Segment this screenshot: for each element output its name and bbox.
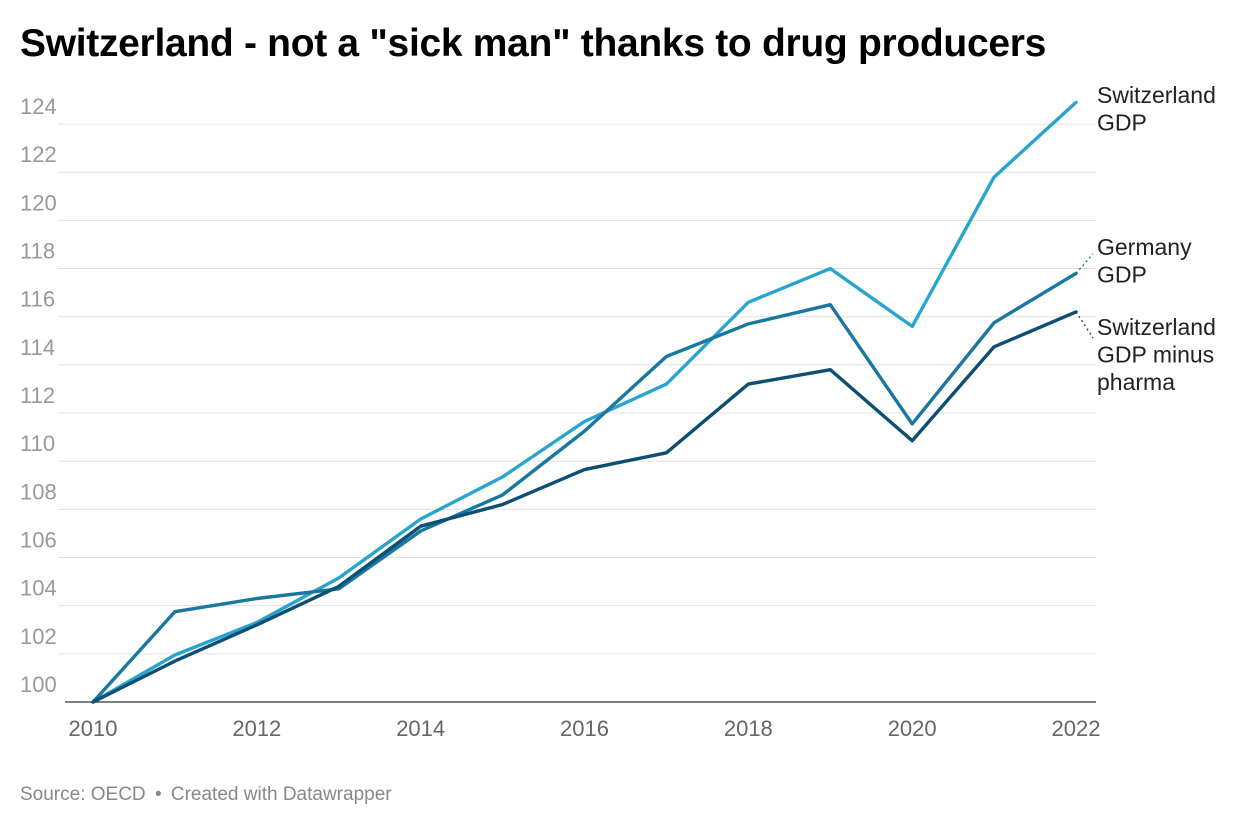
x-tick-label: 2016 [560, 716, 609, 741]
y-tick-label: 108 [20, 479, 57, 504]
chart-title: Switzerland - not a "sick man" thanks to… [20, 22, 1046, 65]
y-tick-label: 102 [20, 624, 57, 649]
series-label: Germany [1097, 234, 1192, 260]
gridlines [58, 123, 1096, 703]
x-axis-ticks: 2010 2012 2014 2016 2018 2020 2022 [69, 716, 1101, 741]
y-tick-label: 116 [20, 287, 55, 312]
y-tick-label: 124 [20, 94, 57, 119]
series-line-switzerland-gdp [91, 100, 1078, 704]
x-tick-label: 2010 [69, 716, 118, 741]
series-label: GDP minus [1097, 342, 1214, 368]
source-text: Source: OECD [20, 784, 146, 805]
series-lines [91, 100, 1078, 704]
footer-separator: • [154, 784, 162, 805]
x-tick-label: 2020 [888, 716, 937, 741]
x-tick-label: 2012 [232, 716, 281, 741]
series-label: GDP [1097, 110, 1147, 136]
label-leader-germany [1075, 253, 1094, 274]
series-label: GDP [1097, 262, 1147, 288]
y-tick-label: 122 [20, 142, 57, 167]
source-footer: Source: OECD • Created with Datawrapper [20, 784, 392, 806]
y-tick-label: 104 [20, 576, 57, 601]
y-tick-label: 100 [20, 672, 57, 697]
credit-text: Created with Datawrapper [170, 784, 392, 805]
y-tick-label: 114 [20, 335, 55, 360]
series-line-switzerland-gdp-minus-pharma [91, 310, 1078, 704]
y-tick-label: 106 [20, 528, 57, 553]
x-tick-label: 2014 [396, 716, 445, 741]
series-line-germany-gdp [91, 271, 1078, 704]
label-leader-switzerland-minus-pharma [1075, 311, 1094, 339]
y-axis-ticks: 100 102 104 106 108 110 112 114 116 118 120 122 124 [20, 94, 57, 697]
series-label: Switzerland [1097, 82, 1216, 108]
y-tick-label: 118 [20, 239, 55, 264]
x-tick-label: 2018 [724, 716, 773, 741]
y-tick-label: 110 [20, 431, 55, 456]
y-tick-label: 120 [20, 190, 57, 215]
series-label: Switzerland [1097, 314, 1216, 340]
series-label: pharma [1097, 369, 1175, 395]
y-tick-label: 112 [20, 383, 55, 408]
x-tick-label: 2022 [1052, 716, 1101, 741]
